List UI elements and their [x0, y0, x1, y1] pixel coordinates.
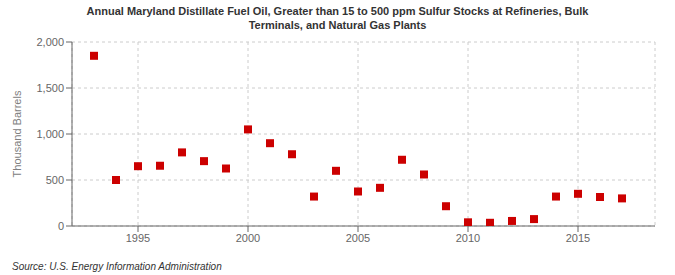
- html-text:Annual Maryland Distillate Fue: Annual Maryland Distillate Fuel Oil, Gre…: [86, 5, 589, 17]
- svg-text:500: 500: [46, 174, 64, 186]
- svg-text:1,000: 1,000: [36, 128, 64, 140]
- svg-text:2010: 2010: [456, 232, 480, 244]
- svg-text:Thousand Barrels: Thousand Barrels: [11, 90, 23, 177]
- svg-text:0: 0: [58, 220, 64, 232]
- html-text:Terminals, and Natural Gas Pla: Terminals, and Natural Gas Plants: [248, 19, 427, 31]
- html-text:Source: U.S. Energy Informatio: Source: U.S. Energy Information Administ…: [12, 261, 222, 272]
- svg-text:2015: 2015: [566, 232, 590, 244]
- svg-text:2000: 2000: [236, 232, 260, 244]
- svg-text:1,500: 1,500: [36, 82, 64, 94]
- svg-text:1995: 1995: [126, 232, 150, 244]
- svg-text:2005: 2005: [346, 232, 370, 244]
- svg-text:2,000: 2,000: [36, 36, 64, 48]
